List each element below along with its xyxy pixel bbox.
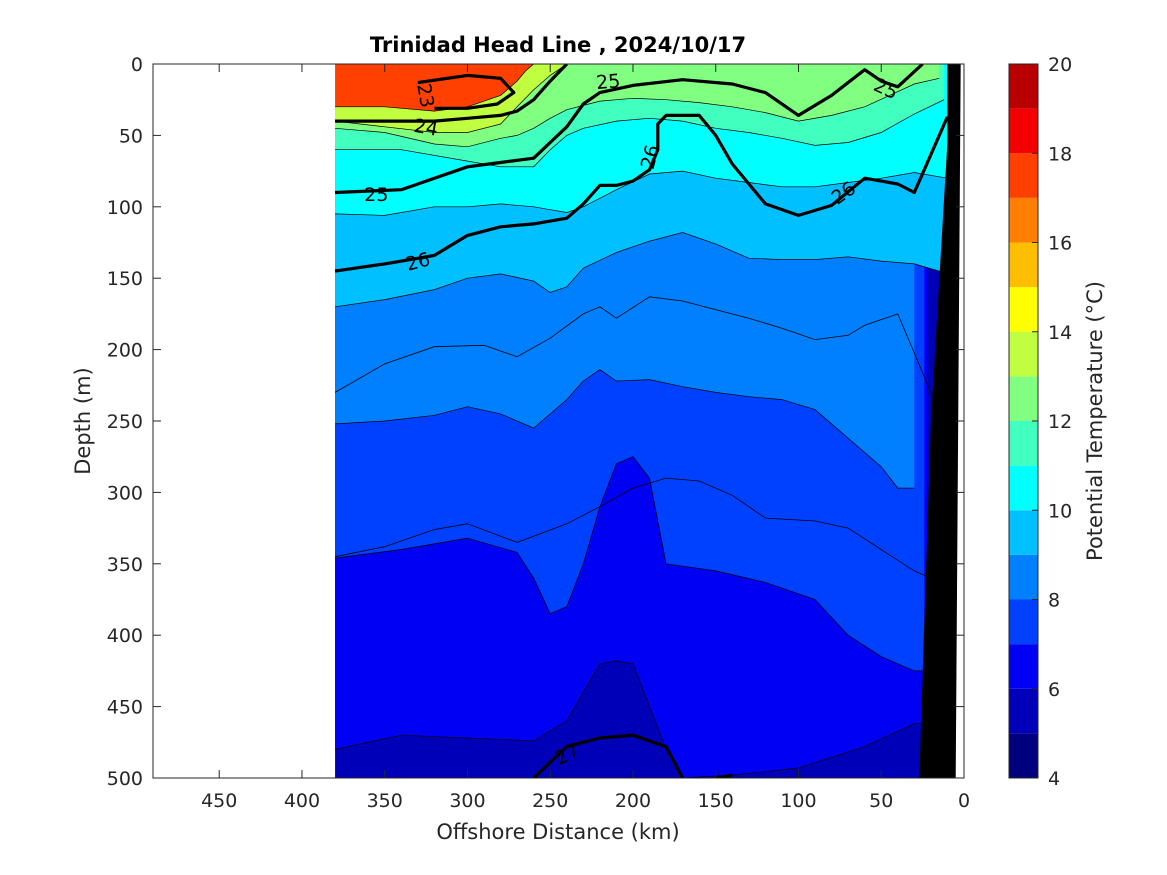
colorbar-label: Potential Temperature (°C) — [1083, 281, 1107, 561]
isopycnal-thin-lines — [334, 64, 948, 778]
band-edge-line — [335, 64, 567, 133]
sigma-theta-contour — [335, 64, 924, 195]
temperature-filled-contours — [335, 64, 948, 778]
x-tick-label: 250 — [532, 790, 568, 812]
isopycnal-line — [334, 296, 948, 422]
sigma-theta-contour — [334, 113, 949, 273]
isopycnal-line — [335, 477, 932, 579]
x-tick-label: 100 — [780, 790, 816, 812]
x-tick-label: 450 — [201, 790, 237, 812]
contour-label: 25 — [364, 184, 388, 206]
band-edge-line — [335, 77, 940, 148]
y-tick-label: 200 — [107, 340, 143, 362]
chart-title: Trinidad Head Line , 2024/10/17 — [370, 33, 746, 57]
contour-label: 23 — [412, 82, 438, 110]
ocean-bottom — [919, 64, 961, 778]
y-tick-label: 150 — [107, 268, 143, 290]
colorbar-band — [1009, 287, 1038, 332]
band-edge-line — [335, 232, 948, 308]
x-axis-label: Offshore Distance (km) — [436, 820, 679, 844]
x-tick-label: 0 — [958, 790, 970, 812]
colorbar-tick-label: 10 — [1048, 500, 1072, 522]
colorbar-tick-label: 12 — [1048, 411, 1072, 433]
sigma-theta-contour — [417, 73, 516, 110]
colorbar-band — [1009, 108, 1038, 154]
sigma-theta-contour — [335, 64, 568, 123]
ocean-bottom-shape — [919, 64, 961, 778]
contour-label-text: 23 — [412, 82, 438, 110]
colorbar-band — [1009, 644, 1038, 689]
colorbar-tick-label: 8 — [1048, 590, 1060, 612]
y-axis-ticks: 0 50 100 150 200 250 300 350 400 450 500 — [107, 54, 964, 790]
colorbar-band — [1009, 242, 1038, 288]
colorbar-band — [1009, 510, 1038, 555]
y-tick-label: 50 — [119, 125, 143, 147]
y-tick-label: 400 — [107, 625, 143, 647]
colorbar-tick-label: 16 — [1048, 233, 1072, 255]
colorbar: 4 6 8 10 12 14 16 18 20 Potential Temperature (°… — [1008, 54, 1107, 790]
y-tick-label: 250 — [107, 411, 143, 433]
y-axis-label: Depth (m) — [71, 367, 95, 474]
colorbar-band — [1009, 599, 1038, 645]
x-tick-label: 50 — [869, 790, 893, 812]
colorbar-band — [1009, 153, 1038, 198]
colorbar-bands — [1009, 64, 1038, 778]
y-tick-label: 300 — [107, 482, 143, 504]
x-tick-label: 400 — [284, 790, 320, 812]
colorbar-band — [1009, 331, 1038, 377]
colorbar-band — [1009, 64, 1038, 109]
contour-label-text: 25 — [595, 70, 621, 94]
band-edge-line — [335, 660, 928, 778]
colorbar-band — [1009, 733, 1038, 778]
y-tick-label: 100 — [107, 197, 143, 219]
colorbar-tick-label: 4 — [1048, 768, 1060, 790]
colorbar-tick-label: 14 — [1048, 322, 1072, 344]
band-edge-line — [335, 64, 534, 112]
y-tick-label: 500 — [107, 768, 143, 790]
contour-label-text: 25 — [364, 184, 388, 206]
colorbar-band — [1009, 376, 1038, 421]
sigma-theta-contour — [532, 733, 685, 778]
colorbar-band — [1009, 465, 1038, 511]
y-tick-label: 0 — [131, 54, 143, 76]
x-tick-label: 300 — [449, 790, 485, 812]
colorbar-ticks: 4 6 8 10 12 14 16 18 20 — [1032, 54, 1072, 790]
band-edge-line — [335, 456, 925, 672]
x-tick-label: 200 — [615, 790, 651, 812]
band-edge-line — [335, 99, 945, 168]
contour-label: 25 — [595, 70, 621, 94]
band-edge-line — [335, 369, 915, 489]
x-tick-label: 150 — [698, 790, 734, 812]
colorbar-tick-label: 18 — [1048, 143, 1072, 165]
colorbar-band — [1009, 197, 1038, 243]
x-tick-label: 350 — [367, 790, 403, 812]
colorbar-band — [1009, 688, 1038, 734]
y-tick-label: 350 — [107, 554, 143, 576]
y-tick-label: 450 — [107, 697, 143, 719]
colorbar-tick-label: 6 — [1048, 679, 1060, 701]
colorbar-band — [1009, 554, 1038, 600]
contour-label-text: 24 — [412, 115, 440, 141]
colorbar-band — [1009, 421, 1038, 466]
x-axis-ticks: 450 400 350 300 250 200 150 100 50 0 — [201, 64, 970, 812]
colorbar-tick-label: 20 — [1048, 54, 1072, 76]
contour-label: 24 — [412, 115, 440, 141]
